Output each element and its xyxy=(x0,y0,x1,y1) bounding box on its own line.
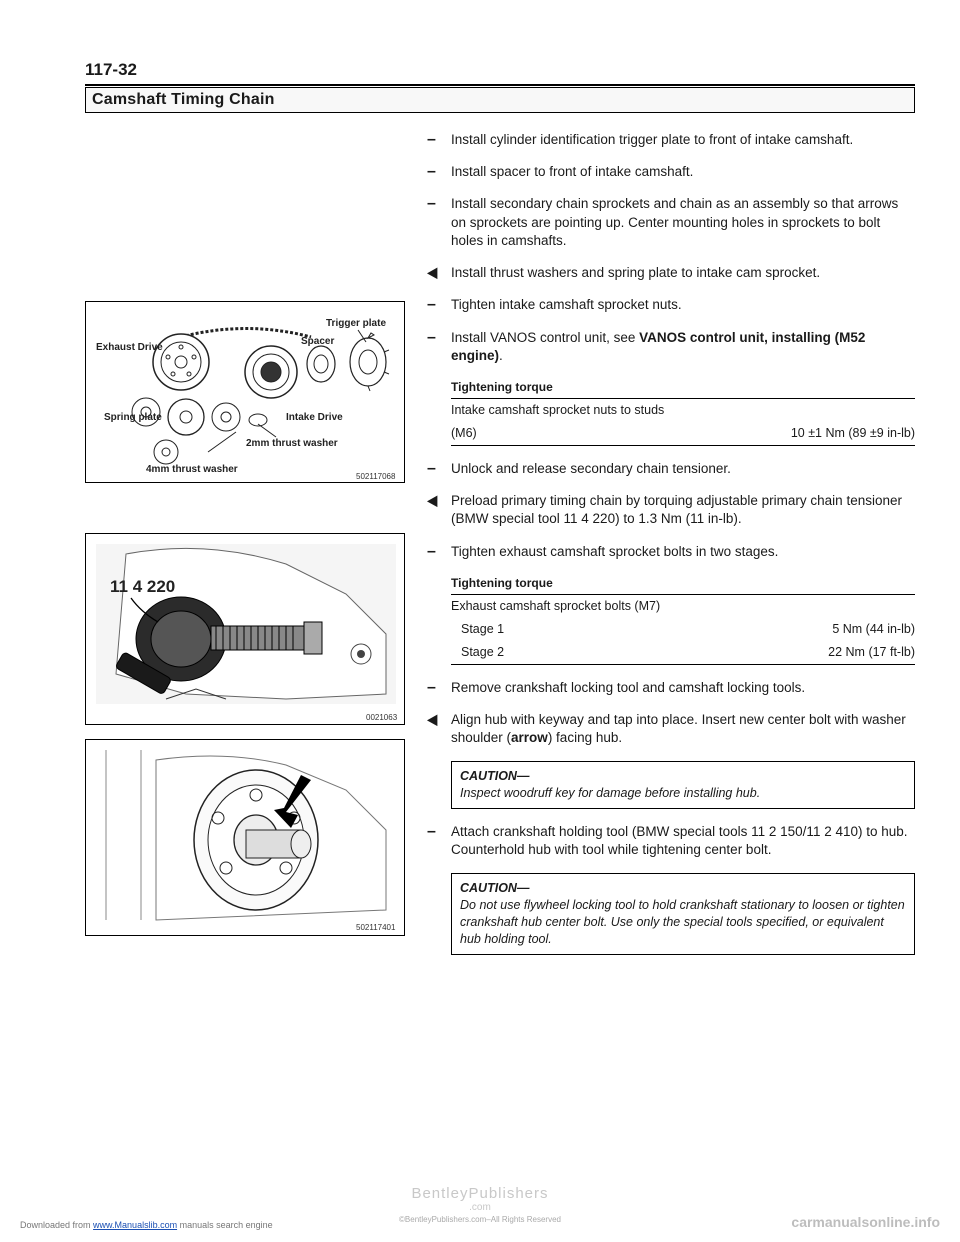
label-intake: Intake Drive xyxy=(286,412,343,423)
fig1-code: 502117068 xyxy=(356,472,396,481)
step-text: Tighten exhaust camshaft sprocket bolts … xyxy=(451,543,915,561)
instruction-step: Remove crankshaft locking tool and camsh… xyxy=(427,679,915,697)
instruction-step: Attach crankshaft holding tool (BMW spec… xyxy=(427,823,915,859)
instruction-step: Unlock and release secondary chain tensi… xyxy=(427,460,915,478)
figure-tensioner-tool: 11 4 220 0021063 xyxy=(85,533,405,725)
instruction-step: Align hub with keyway and tap into place… xyxy=(427,711,915,747)
page-number: 117-32 xyxy=(85,60,915,80)
step-text: Install spacer to front of intake camsha… xyxy=(451,163,915,181)
figure-sprocket-assembly: Trigger plate Spacer Exhaust Drive Sprin… xyxy=(85,301,405,483)
step-text: Install thrust washers and spring plate … xyxy=(451,264,915,282)
torque-table-2: Tightening torque Exhaust camshaft sproc… xyxy=(451,575,915,665)
instruction-step: Preload primary timing chain by torquing… xyxy=(427,492,915,528)
step-text: Install cylinder identification trigger … xyxy=(451,131,915,149)
label-exhaust: Exhaust Drive xyxy=(96,342,163,353)
instruction-step: Install cylinder identification trigger … xyxy=(427,131,915,149)
fig3-code: 502117401 xyxy=(356,923,396,932)
step-text: Align hub with keyway and tap into place… xyxy=(451,711,915,747)
dash-bullet-icon xyxy=(427,823,451,859)
dash-bullet-icon xyxy=(427,679,451,697)
label-spacer: Spacer xyxy=(301,336,334,347)
step-text: Remove crankshaft locking tool and camsh… xyxy=(451,679,915,697)
label-4mm: 4mm thrust washer xyxy=(146,464,238,475)
label-trigger: Trigger plate xyxy=(326,318,386,329)
step-text: Install secondary chain sprockets and ch… xyxy=(451,195,915,250)
section-title: Camshaft Timing Chain xyxy=(85,87,915,113)
dash-bullet-icon xyxy=(427,329,451,365)
dash-bullet-icon xyxy=(427,543,451,561)
dash-bullet-icon xyxy=(427,195,451,250)
torque-table-1: Tightening torque Intake camshaft sprock… xyxy=(451,379,915,446)
arrow-bullet-icon xyxy=(427,492,451,528)
step-text: Preload primary timing chain by torquing… xyxy=(451,492,915,528)
instruction-step: Install spacer to front of intake camsha… xyxy=(427,163,915,181)
fig2-code: 0021063 xyxy=(366,713,398,722)
caution-2: CAUTION— Do not use flywheel locking too… xyxy=(451,873,915,955)
figure-hub-install: 502117401 xyxy=(85,739,405,936)
step-text: Unlock and release secondary chain tensi… xyxy=(451,460,915,478)
arrow-bullet-icon xyxy=(427,264,451,282)
dash-bullet-icon xyxy=(427,460,451,478)
step-text: Tighten intake camshaft sprocket nuts. xyxy=(451,296,915,314)
label-spring: Spring plate xyxy=(104,412,162,423)
arrow-bullet-icon xyxy=(427,711,451,747)
instruction-step: Install thrust washers and spring plate … xyxy=(427,264,915,282)
label-tool: 11 4 220 xyxy=(110,577,175,596)
step-text: Attach crankshaft holding tool (BMW spec… xyxy=(451,823,915,859)
step-text: Install VANOS control unit, see VANOS co… xyxy=(451,329,915,365)
dash-bullet-icon xyxy=(427,131,451,149)
dash-bullet-icon xyxy=(427,163,451,181)
site-watermark: carmanualsonline.info xyxy=(791,1214,940,1230)
instruction-step: Install VANOS control unit, see VANOS co… xyxy=(427,329,915,365)
instruction-step: Tighten intake camshaft sprocket nuts. xyxy=(427,296,915,314)
instruction-step: Tighten exhaust camshaft sprocket bolts … xyxy=(427,543,915,561)
manualslib-link[interactable]: www.Manualslib.com xyxy=(93,1220,177,1230)
download-source: Downloaded from www.Manualslib.com manua… xyxy=(20,1220,273,1230)
label-2mm: 2mm thrust washer xyxy=(246,438,338,449)
caution-1: CAUTION— Inspect woodruff key for damage… xyxy=(451,761,915,809)
instruction-step: Install secondary chain sprockets and ch… xyxy=(427,195,915,250)
dash-bullet-icon xyxy=(427,296,451,314)
divider xyxy=(85,84,915,86)
